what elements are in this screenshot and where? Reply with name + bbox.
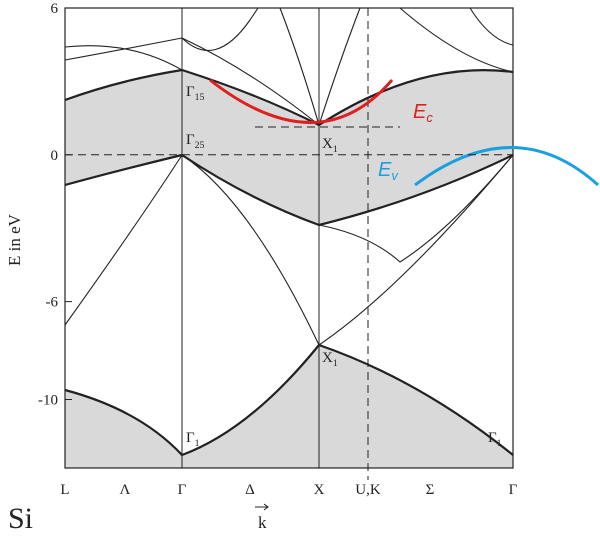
- k-label: k: [258, 513, 267, 532]
- shade-upper: [65, 70, 513, 225]
- k-point: Γ: [178, 482, 187, 498]
- symbol: Γ: [186, 132, 195, 148]
- band: [399, 7, 514, 73]
- subscript: v: [391, 168, 399, 183]
- y-tick-label: -6: [46, 295, 59, 311]
- band: [279, 7, 361, 127]
- band: [318, 154, 514, 263]
- subscript: 1: [497, 438, 502, 449]
- k-point: Δ: [245, 482, 255, 498]
- point-label: X1: [322, 350, 338, 369]
- subscript: 15: [195, 92, 205, 103]
- k-point: Σ: [426, 482, 435, 498]
- material: Si: [8, 502, 33, 535]
- symbol: Γ: [186, 84, 195, 100]
- axis-title: E in eV: [5, 213, 24, 266]
- y-tick-label: -10: [38, 392, 58, 408]
- band: [64, 68, 514, 127]
- k-point: L: [60, 482, 69, 498]
- band: [64, 343, 514, 457]
- subscript: 25: [195, 140, 205, 151]
- point-label: Γ15: [186, 84, 205, 103]
- point-label: Ev: [378, 159, 399, 183]
- subscript: 1: [333, 144, 338, 155]
- point-label: Γ1: [488, 430, 502, 449]
- symbol: E: [413, 101, 427, 123]
- band: [469, 7, 514, 46]
- shade-lower: [65, 345, 513, 468]
- band: [64, 7, 259, 61]
- point-label: Ec: [413, 101, 433, 125]
- band: [64, 153, 514, 227]
- symbol: Γ: [488, 430, 497, 446]
- point-label: Γ1: [186, 430, 200, 449]
- k-point: Λ: [120, 482, 131, 498]
- y-tick-label: 0: [51, 148, 59, 164]
- k-point: U,K: [355, 482, 381, 498]
- ec-curve: [209, 78, 394, 124]
- point-label: X1: [322, 136, 338, 155]
- subscript: 1: [333, 358, 338, 369]
- k-point: Γ: [509, 482, 518, 498]
- k-arrow: [255, 503, 269, 511]
- point-label: Γ25: [186, 132, 205, 151]
- band: [318, 154, 514, 346]
- band: [64, 45, 183, 71]
- symbol: E: [378, 159, 392, 181]
- k-point: X: [314, 482, 325, 498]
- band: [181, 37, 320, 126]
- y-tick-label: 6: [51, 1, 59, 17]
- symbol: X: [322, 136, 333, 152]
- frame: [64, 7, 514, 469]
- subscript: c: [426, 110, 433, 125]
- symbol: X: [322, 350, 333, 366]
- ev-curve: [414, 146, 600, 187]
- subscript: 1: [195, 438, 200, 449]
- symbol: Γ: [186, 430, 195, 446]
